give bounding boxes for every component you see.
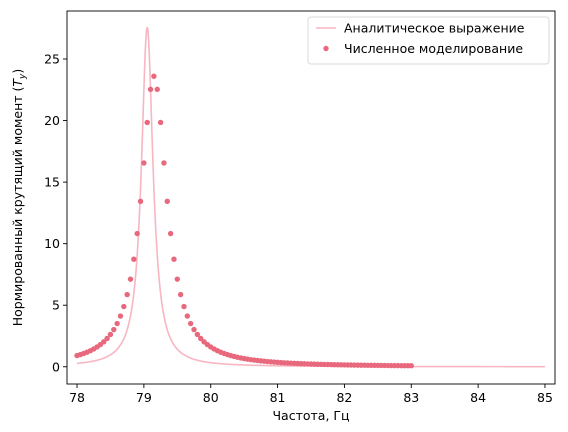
data-point [121,303,127,310]
x-tick-label: 79 [136,390,152,405]
y-tick-label: 20 [44,113,60,128]
data-point [101,339,107,345]
data-point [131,256,137,262]
data-point [124,291,130,298]
plot-area [67,11,555,384]
data-point [111,326,117,333]
y-tick-label: 5 [52,298,60,313]
legend: Аналитическое выражение Численное модели… [307,16,550,65]
axes [66,10,556,385]
x-tick-label: 83 [403,390,419,405]
data-point [137,198,144,205]
data-point [117,313,124,319]
chart-marks [74,26,545,369]
data-point [187,320,194,327]
x-tick-label: 82 [336,390,352,405]
x-tick-label: 81 [270,390,286,405]
data-point [114,320,120,327]
y-tick-label: 0 [52,359,60,374]
data-point [127,276,134,282]
data-point [194,331,201,338]
data-point [174,276,180,282]
data-point [164,198,170,205]
y-axis-label: Нормированный крутящий момент (Ty) [10,69,28,327]
plot-frame [66,10,556,385]
data-point [184,313,191,319]
y-axis-label-suffix: ) [10,69,25,74]
x-axis-label: Частота, Гц [272,408,349,423]
x-tick-label: 80 [203,390,219,405]
y-axis-ticks: 0 5 10 15 20 25 [44,52,67,374]
y-axis-label-variable: T [10,78,25,87]
data-point [171,256,177,262]
y-tick-label: 25 [44,52,60,67]
data-point [154,86,160,93]
data-point [147,86,154,93]
legend-label-numeric: Численное моделирование [344,41,523,56]
legend-box [307,16,550,65]
data-point [198,335,204,342]
y-axis-label-prefix: Нормированный крутящий момент ( [10,87,25,327]
data-point [191,326,197,333]
y-tick-label: 15 [44,175,60,190]
data-point [177,291,184,298]
y-tick-label: 10 [44,236,60,251]
x-axis-ticks: 78 79 80 81 82 83 84 85 [69,384,553,405]
x-tick-label: 85 [537,390,553,405]
data-point [408,363,414,369]
data-point [161,160,167,166]
y-axis-label-subscript: y [18,73,28,80]
data-point [167,230,174,237]
data-point [157,119,164,126]
data-point [134,230,140,237]
data-point [104,335,110,342]
x-tick-label: 78 [69,390,85,405]
data-point [181,303,187,310]
x-tick-label: 84 [470,390,486,405]
data-point [144,119,150,126]
data-point [141,160,147,166]
legend-label-analytic: Аналитическое выражение [344,21,525,36]
legend-dot-swatch [323,45,329,52]
data-point [151,73,157,79]
data-point [107,331,114,338]
